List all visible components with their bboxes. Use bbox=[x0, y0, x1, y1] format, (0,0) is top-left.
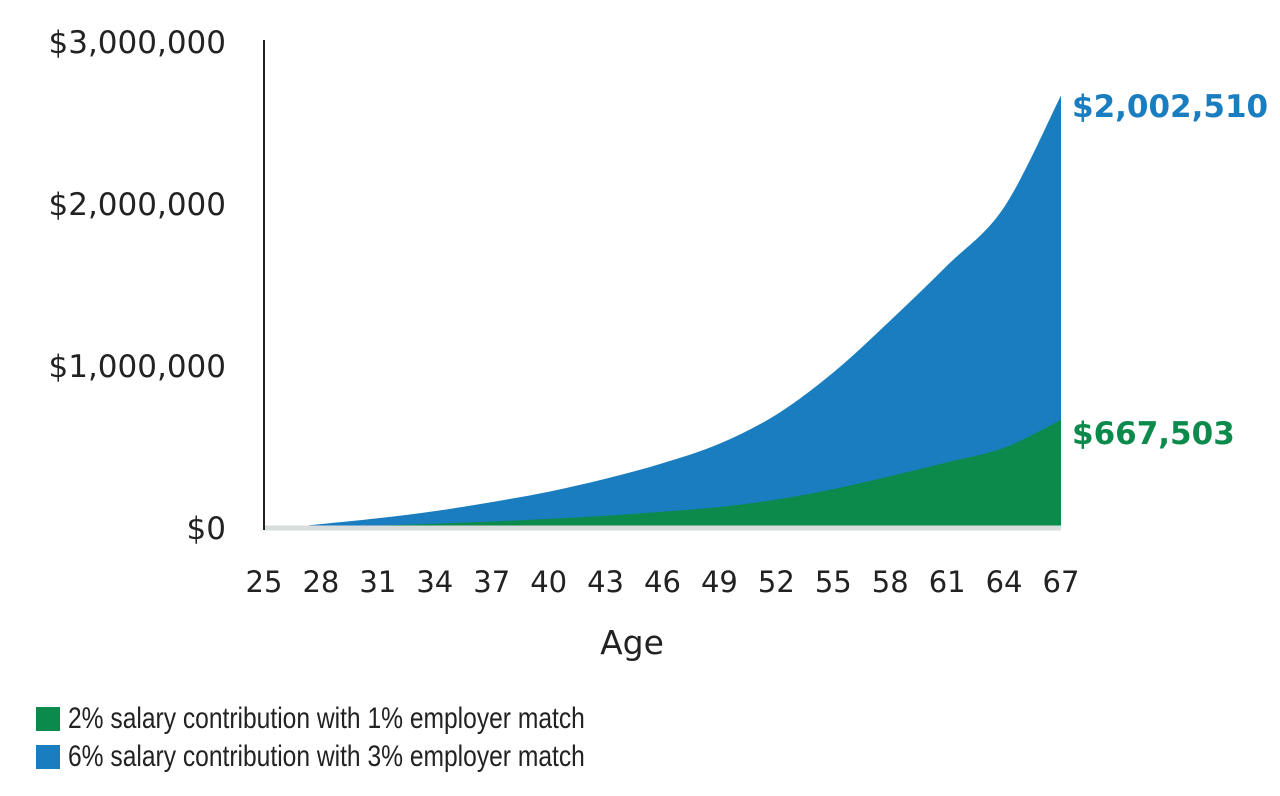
x-tick-label: 40 bbox=[530, 565, 567, 599]
legend-label: 6% salary contribution with 3% employer … bbox=[68, 740, 585, 773]
x-tick-label: 55 bbox=[815, 565, 852, 599]
y-tick-label: $0 bbox=[187, 511, 226, 547]
x-axis-labels: 25 28 31 34 37 40 43 46 49 52 55 58 61 64 67 bbox=[246, 565, 1080, 599]
x-tick-label: 58 bbox=[872, 565, 909, 599]
y-tick-label: $3,000,000 bbox=[49, 25, 227, 61]
x-tick-label: 61 bbox=[929, 565, 966, 599]
green-swatch-icon bbox=[36, 707, 60, 731]
series-area bbox=[264, 419, 1061, 528]
y-axis-labels: $3,000,000 $2,000,000 $1,000,000 $0 bbox=[49, 25, 227, 547]
legend-item-green: 2% salary contribution with 1% employer … bbox=[36, 700, 698, 738]
x-tick-label: 28 bbox=[302, 565, 339, 599]
y-tick-label: $1,000,000 bbox=[49, 349, 227, 385]
x-tick-label: 34 bbox=[416, 565, 453, 599]
x-tick-label: 46 bbox=[644, 565, 681, 599]
x-tick-label: 67 bbox=[1043, 565, 1080, 599]
legend-item-blue: 6% salary contribution with 3% employer … bbox=[36, 738, 698, 776]
x-tick-label: 64 bbox=[986, 565, 1023, 599]
x-tick-label: 49 bbox=[701, 565, 738, 599]
x-axis-title: Age bbox=[600, 623, 664, 662]
x-tick-label: 25 bbox=[246, 565, 283, 599]
x-tick-label: 31 bbox=[359, 565, 396, 599]
legend: 2% salary contribution with 1% employer … bbox=[36, 700, 698, 776]
legend-label: 2% salary contribution with 1% employer … bbox=[68, 702, 585, 735]
y-tick-label: $2,000,000 bbox=[49, 187, 227, 223]
blue-swatch-icon bbox=[36, 745, 60, 769]
x-tick-label: 52 bbox=[758, 565, 795, 599]
series-area bbox=[264, 95, 1061, 529]
x-tick-label: 43 bbox=[587, 565, 624, 599]
green-series-end-label: $667,503 bbox=[1072, 416, 1235, 452]
x-tick-label: 37 bbox=[473, 565, 510, 599]
plot-area bbox=[264, 95, 1061, 529]
blue-series-end-label: $2,002,510 bbox=[1072, 89, 1268, 125]
